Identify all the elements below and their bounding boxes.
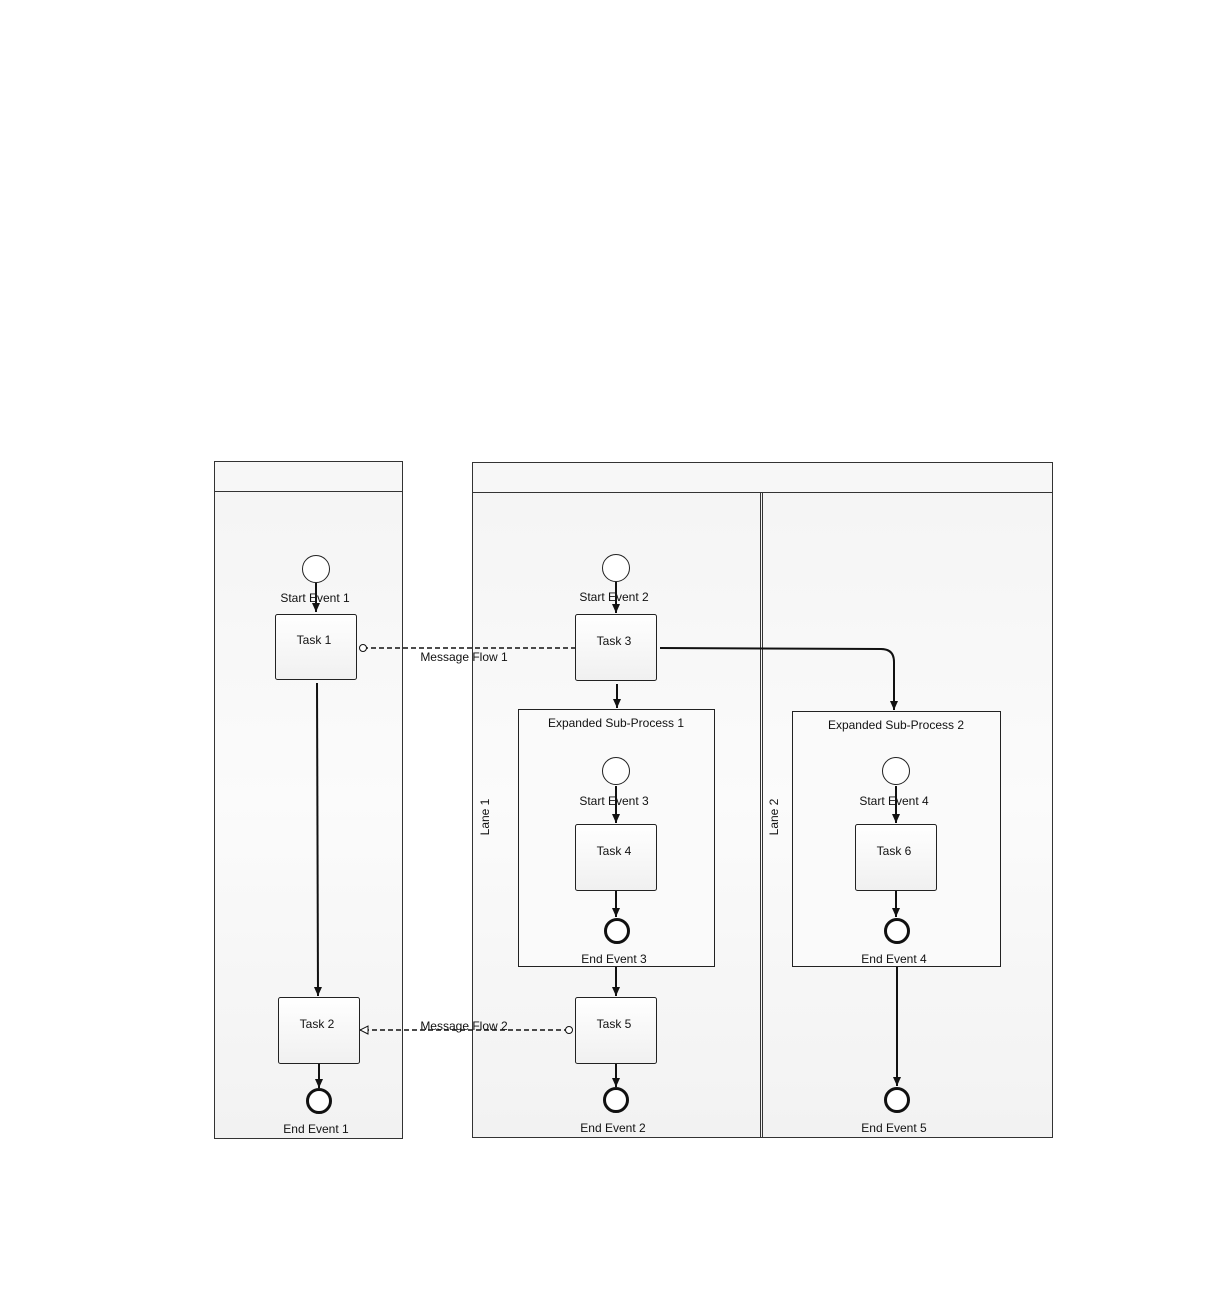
start-event-2[interactable]: Start Event 2 xyxy=(579,554,649,605)
task-6-label: Task 6 xyxy=(877,844,912,858)
task-5-label: Task 5 xyxy=(597,1017,632,1031)
start-event-1[interactable]: Start Event 1 xyxy=(280,555,350,606)
sequence-flows xyxy=(312,582,901,1088)
task-1[interactable]: Task 1 xyxy=(275,614,357,680)
end-event-1-circle[interactable] xyxy=(306,1088,332,1114)
task-4[interactable]: Task 4 xyxy=(575,824,657,891)
end-event-2-label: End Event 2 xyxy=(580,1121,646,1135)
end-event-1[interactable]: End Event 1 xyxy=(283,1088,349,1137)
task-4-label: Task 4 xyxy=(597,844,632,858)
task-4-box[interactable] xyxy=(575,824,657,891)
message-flow-2-label: Message Flow 2 xyxy=(420,1019,508,1033)
start-event-4-circle[interactable] xyxy=(882,757,910,785)
end-event-4-label: End Event 4 xyxy=(861,952,927,966)
end-event-3[interactable]: End Event 3 xyxy=(581,918,647,967)
task-3-label: Task 3 xyxy=(597,634,632,648)
task-3-box[interactable] xyxy=(575,614,657,681)
task-6[interactable]: Task 6 xyxy=(855,824,937,891)
start-event-4-label: Start Event 4 xyxy=(859,794,929,808)
start-event-3-circle[interactable] xyxy=(602,757,630,785)
task-3[interactable]: Task 3 xyxy=(575,614,657,681)
lane-2-label: Lane 2 xyxy=(767,798,781,835)
end-event-3-label: End Event 3 xyxy=(581,952,647,966)
end-event-4[interactable]: End Event 4 xyxy=(861,918,927,967)
sequence-flow[interactable] xyxy=(659,647,898,710)
start-event-1-circle[interactable] xyxy=(302,555,330,583)
pool-1-header[interactable] xyxy=(214,461,403,492)
message-flow-1[interactable]: Message Flow 1 xyxy=(363,648,584,664)
task-2[interactable]: Task 2 xyxy=(278,997,360,1064)
start-event-2-label: Start Event 2 xyxy=(579,590,649,604)
sequence-flow[interactable] xyxy=(313,682,322,997)
task-2-box[interactable] xyxy=(278,997,360,1064)
message-flow-2[interactable]: Message Flow 2 xyxy=(360,1019,569,1033)
start-event-3[interactable]: Start Event 3 xyxy=(579,757,649,809)
task-5-box[interactable] xyxy=(575,997,657,1064)
end-event-3-circle[interactable] xyxy=(604,918,630,944)
lane-1[interactable] xyxy=(472,492,761,1138)
start-event-3-label: Start Event 3 xyxy=(579,794,649,808)
task-1-box[interactable] xyxy=(275,614,357,680)
end-event-2[interactable]: End Event 2 xyxy=(580,1087,646,1136)
start-event-4[interactable]: Start Event 4 xyxy=(859,757,929,809)
end-event-5[interactable]: End Event 5 xyxy=(861,1087,927,1136)
message-flow-1-label: Message Flow 1 xyxy=(420,650,508,664)
end-event-5-label: End Event 5 xyxy=(861,1121,927,1135)
pool-2-header[interactable] xyxy=(472,462,1053,493)
task-2-label: Task 2 xyxy=(300,1017,335,1031)
task-5[interactable]: Task 5 xyxy=(575,997,657,1064)
end-event-5-circle[interactable] xyxy=(884,1087,910,1113)
task-1-label: Task 1 xyxy=(297,633,332,647)
subprocess-2-label: Expanded Sub-Process 2 xyxy=(828,718,964,732)
start-event-2-circle[interactable] xyxy=(602,554,630,582)
end-event-4-circle[interactable] xyxy=(884,918,910,944)
task-6-box[interactable] xyxy=(855,824,937,891)
lane-1-label: Lane 1 xyxy=(478,798,492,835)
lane-2[interactable] xyxy=(762,492,1053,1138)
subprocess-1-label: Expanded Sub-Process 1 xyxy=(548,716,684,730)
end-event-2-circle[interactable] xyxy=(603,1087,629,1113)
start-event-1-label: Start Event 1 xyxy=(280,591,350,605)
end-event-1-label: End Event 1 xyxy=(283,1122,349,1136)
